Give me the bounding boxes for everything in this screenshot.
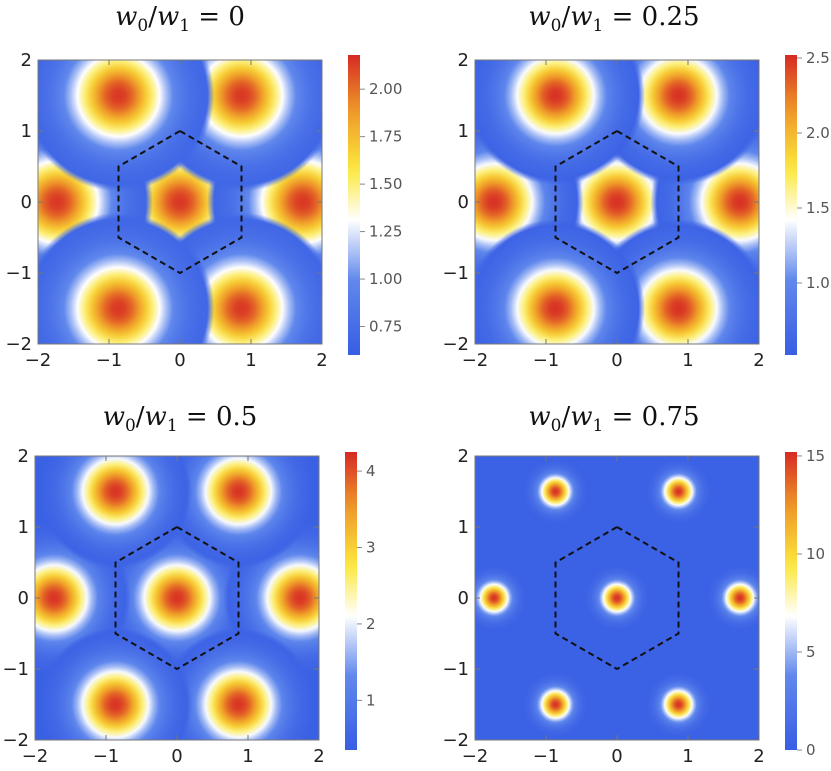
heatmap-peak <box>646 672 711 737</box>
colorbar-tick-label: 2.5 <box>806 49 830 67</box>
y-tick-label: −2 <box>2 730 29 751</box>
brillouin-hexagon <box>554 129 680 275</box>
colorbar <box>348 55 360 355</box>
y-tick-label: 1 <box>458 121 469 142</box>
y-tick-label: 2 <box>458 446 469 467</box>
brillouin-hexagon <box>117 129 243 275</box>
x-tick-label: −1 <box>96 350 123 371</box>
x-tick-label: −2 <box>25 350 52 371</box>
y-tick-label: 0 <box>458 192 469 213</box>
colorbar-tick-label: 1.25 <box>369 223 402 241</box>
x-tick-label: 2 <box>753 350 764 371</box>
heatmap-peak <box>585 566 649 630</box>
heatmap-peak <box>475 60 645 185</box>
x-tick-label: 2 <box>753 746 764 767</box>
y-tick-label: −1 <box>442 263 469 284</box>
brillouin-hexagon <box>114 525 240 671</box>
heatmap-peak <box>708 566 759 630</box>
x-tick-label: 1 <box>242 746 253 767</box>
panel-title: w0/w1 = 0 <box>115 2 245 36</box>
colorbar-tick-label: 1.50 <box>369 175 402 193</box>
x-tick-label: 1 <box>682 746 693 767</box>
heatmap-peak <box>161 627 316 740</box>
x-tick-label: −2 <box>22 746 49 767</box>
x-tick-label: 0 <box>171 746 182 767</box>
x-tick-label: −2 <box>462 350 489 371</box>
heatmap-peak <box>646 459 711 524</box>
y-tick-label: −2 <box>5 334 32 355</box>
panel-4: −2 −1 0 1 2 −2 −1 0 1 2 w0/w1 = 0.75 0 5 10 15 <box>442 402 825 767</box>
colorbar-tick-label: 1 <box>366 691 376 709</box>
y-tick-label: −1 <box>2 659 29 680</box>
y-tick-label: 1 <box>458 517 469 538</box>
colorbar-tick-label: 4 <box>366 462 376 480</box>
x-tick-label: −1 <box>93 746 120 767</box>
panel-3: −2 −1 0 1 2 −2 −1 0 1 2 w0/w1 = 0.5 1 2 3 4 <box>2 402 376 767</box>
panel-title: w0/w1 = 0.25 <box>528 2 699 36</box>
panel-title: w0/w1 = 0.75 <box>528 402 699 436</box>
y-tick-label: 2 <box>21 50 32 71</box>
y-tick-label: −1 <box>5 263 32 284</box>
heatmap-peak <box>475 566 526 630</box>
heatmap-peak <box>38 456 193 569</box>
y-tick-label: −2 <box>442 334 469 355</box>
colorbar-tick-label: 1.0 <box>806 274 830 292</box>
colorbar-tick-label: 10 <box>806 545 825 563</box>
colorbar-tick-label: 1.00 <box>369 270 402 288</box>
heatmap-peak <box>475 219 645 344</box>
x-tick-label: 2 <box>313 746 324 767</box>
x-tick-label: −2 <box>462 746 489 767</box>
heatmap-peak <box>38 60 215 192</box>
y-tick-label: 2 <box>458 50 469 71</box>
colorbar-tick-label: 15 <box>806 447 825 465</box>
colorbar-tick-label: 0.75 <box>369 318 402 336</box>
y-tick-label: −2 <box>442 730 469 751</box>
colorbar-tick-label: 0 <box>806 741 816 759</box>
x-tick-label: 0 <box>174 350 185 371</box>
heatmap-peak <box>38 212 215 344</box>
colorbar <box>345 452 357 750</box>
y-tick-label: 1 <box>18 517 29 538</box>
colorbar <box>785 452 797 750</box>
y-tick-label: 0 <box>21 192 32 213</box>
x-tick-label: 1 <box>245 350 256 371</box>
y-tick-label: 1 <box>21 121 32 142</box>
y-tick-label: −1 <box>442 659 469 680</box>
heatmap-peak <box>161 456 316 569</box>
y-tick-label: 2 <box>18 446 29 467</box>
y-tick-label: 0 <box>458 588 469 609</box>
x-tick-label: 0 <box>611 746 622 767</box>
colorbar-tick-label: 2 <box>366 615 376 633</box>
x-tick-label: 2 <box>316 350 327 371</box>
x-tick-label: −1 <box>533 746 560 767</box>
colorbar-tick-label: 2.00 <box>369 80 402 98</box>
heatmap-peak <box>38 627 193 740</box>
x-tick-label: 0 <box>611 350 622 371</box>
colorbar-tick-label: 1.75 <box>369 128 402 146</box>
colorbar-tick-label: 2.0 <box>806 124 830 142</box>
panel-2: −2 −1 0 1 2 −2 −1 0 1 2 w0/w1 = 0.25 1.0 1.5 2.0 2.5 <box>442 2 830 371</box>
heatmap-peak <box>523 459 588 524</box>
colorbar <box>785 55 797 355</box>
heatmap-peak <box>523 672 588 737</box>
panel-1: −2 −1 0 1 2 −2 −1 0 1 2 w0/w1 = 0 0.75 1.00 1.25 1.50 1… <box>5 2 402 371</box>
panel-title: w0/w1 = 0.5 <box>103 402 258 436</box>
colorbar-tick-label: 5 <box>806 643 816 661</box>
brillouin-hexagon <box>554 525 680 671</box>
x-tick-label: −1 <box>533 350 560 371</box>
y-tick-label: 0 <box>18 588 29 609</box>
x-tick-label: 1 <box>682 350 693 371</box>
colorbar-tick-label: 3 <box>366 539 376 557</box>
colorbar-tick-label: 1.5 <box>806 199 830 217</box>
